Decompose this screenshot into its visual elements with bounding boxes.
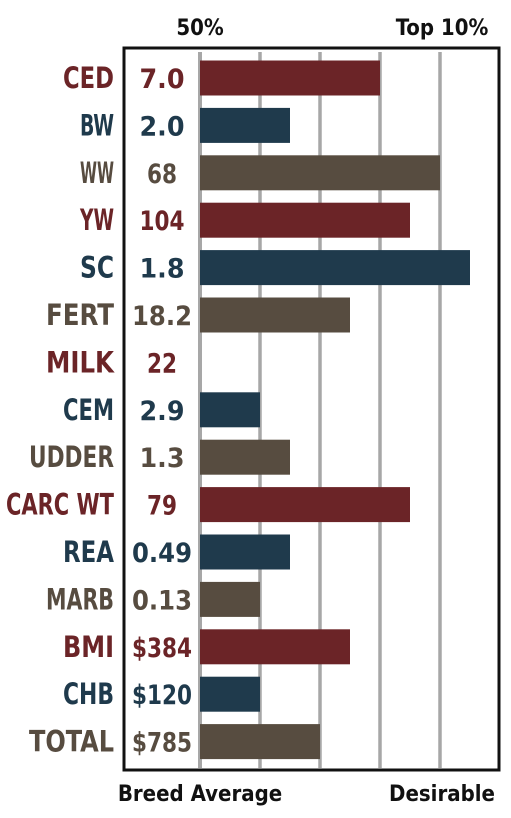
trait-label: CED [63, 61, 114, 95]
value-label: 18.2 [132, 301, 192, 332]
value-labels: 7.0 2.0 68 104 1.8 18.2 22 2.9 1.3 79 0.49 0.13 $384… [132, 64, 192, 759]
trait-label: CHB [63, 677, 114, 711]
bar-carc-wt [200, 487, 410, 523]
bottom-label-breed-average: Breed Average [118, 782, 282, 807]
bar-cem [200, 392, 260, 428]
trait-label: BW [80, 108, 114, 142]
bar-total [200, 724, 320, 760]
top-label-top10: Top 10% [396, 16, 489, 41]
value-label: 104 [140, 206, 185, 237]
value-label: 0.49 [132, 538, 192, 569]
bar-bmi [200, 629, 350, 665]
trait-label: UDDER [29, 440, 114, 474]
trait-label: REA [63, 535, 115, 569]
bar-sc [200, 250, 470, 286]
bar-ced [200, 60, 380, 96]
value-label: 0.13 [132, 585, 192, 616]
value-label: 22 [147, 348, 177, 379]
trait-label: WW [80, 156, 114, 190]
bottom-label-desirable: Desirable [389, 782, 495, 807]
trait-label: CEM [63, 393, 114, 427]
value-label: 68 [147, 159, 177, 190]
trait-label: YW [79, 203, 114, 237]
value-label: $120 [132, 680, 192, 711]
bars [200, 60, 470, 760]
trait-labels: CED BW WW YW SC FERT MILK CEM UDDER CARC WT REA MAR… [6, 61, 116, 759]
value-label: 1.8 [140, 254, 185, 285]
value-label: 2.9 [140, 396, 185, 427]
trait-label: TOTAL [29, 725, 114, 759]
trait-label: CARC WT [6, 488, 114, 522]
bar-fert [200, 297, 350, 333]
top-label-50: 50% [176, 16, 224, 41]
bar-chb [200, 676, 260, 712]
trait-label: BMI [63, 630, 114, 664]
bar-rea [200, 534, 290, 570]
trait-label: FERT [46, 298, 114, 332]
bar-yw [200, 202, 410, 238]
value-label: $785 [132, 728, 192, 759]
bar-ww [200, 155, 440, 191]
value-label: 1.3 [140, 443, 185, 474]
bar-marb [200, 581, 260, 617]
bar-bw [200, 107, 290, 143]
value-label: $384 [132, 633, 192, 664]
trait-label: MILK [46, 345, 116, 379]
value-label: 79 [147, 491, 177, 522]
chart-frame [122, 46, 501, 772]
bar-udder [200, 439, 290, 475]
trait-label: MARB [46, 582, 114, 616]
value-label: 7.0 [140, 64, 185, 95]
value-label: 2.0 [140, 111, 185, 142]
trait-label: SC [80, 251, 114, 285]
